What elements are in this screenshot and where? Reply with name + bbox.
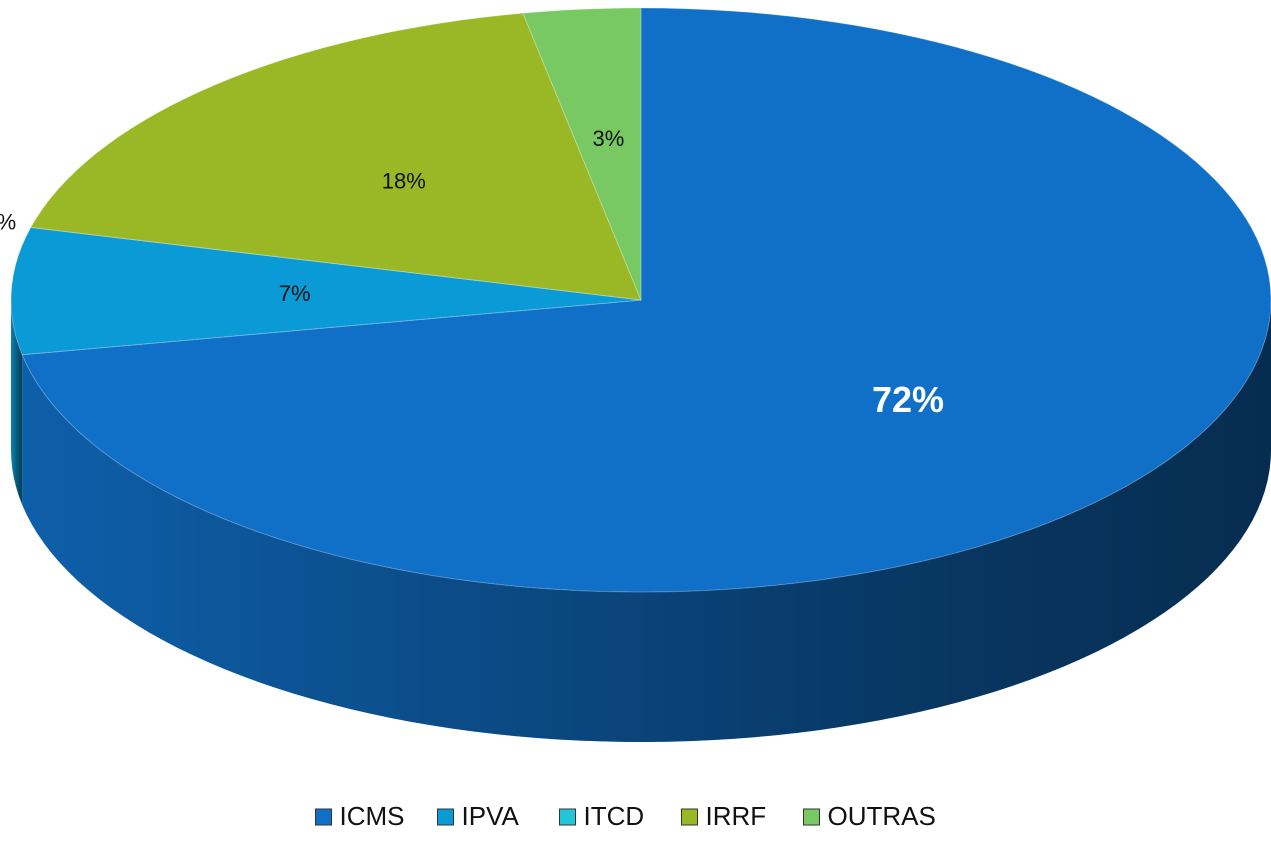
- slice: [29, 12, 642, 301]
- legend-label: OUTRAS: [828, 801, 936, 831]
- legend-swatch: [437, 808, 454, 826]
- data-labels: 72% 7% 0% 18% 3%: [0, 126, 944, 420]
- data-label: 72%: [872, 379, 944, 420]
- pie-sides: [11, 300, 1271, 742]
- data-label: 7%: [279, 281, 311, 306]
- slice: [30, 226, 642, 301]
- legend-swatch: [681, 808, 698, 826]
- legend: ICMS IPVA ITCD IRRF OUTRAS: [315, 801, 936, 831]
- legend-label: IPVA: [462, 801, 520, 831]
- legend-label: ICMS: [340, 801, 405, 831]
- legend-swatch: [803, 808, 820, 826]
- slice-side-shade: [22, 300, 1271, 742]
- slice-side-shade: [11, 300, 23, 505]
- data-label: 3%: [592, 126, 624, 151]
- pie-tops: [10, 7, 1271, 593]
- legend-swatch: [315, 808, 332, 826]
- data-label: 18%: [382, 169, 426, 194]
- legend-label: IRRF: [706, 801, 767, 831]
- legend-label: ITCD: [584, 801, 645, 831]
- slice: [522, 7, 642, 301]
- slice: [21, 7, 1271, 593]
- data-label: 0%: [0, 210, 16, 235]
- slice: [10, 226, 642, 356]
- legend-swatch: [559, 808, 576, 826]
